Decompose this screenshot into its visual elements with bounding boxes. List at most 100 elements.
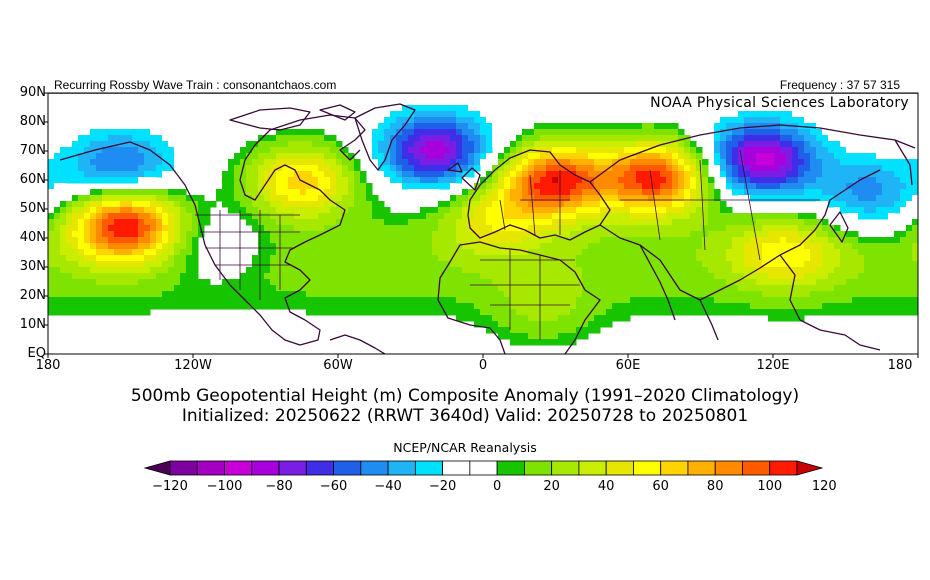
anomaly-cell [384,273,391,280]
anomaly-cell [648,171,655,178]
anomaly-cell [366,303,373,310]
anomaly-cell [516,231,523,238]
anomaly-cell [90,303,97,310]
anomaly-cell [576,255,583,262]
anomaly-cell [432,219,439,226]
anomaly-cell [312,141,319,148]
anomaly-cell [660,135,667,142]
anomaly-cell [192,207,199,214]
anomaly-cell [702,159,709,166]
anomaly-cell [342,237,349,244]
anomaly-cell [486,273,493,280]
anomaly-cell [552,261,559,268]
anomaly-cell [786,315,793,322]
anomaly-cell [54,279,61,286]
anomaly-cell [876,309,883,316]
anomaly-cell [66,285,73,292]
anomaly-cell [54,267,61,274]
anomaly-cell [486,111,493,118]
anomaly-cell [786,141,793,148]
anomaly-cell [594,279,601,286]
anomaly-cell [720,207,727,214]
anomaly-cell [876,291,883,298]
anomaly-cell [462,267,469,274]
anomaly-cell [756,303,763,310]
anomaly-cell [414,153,421,160]
anomaly-cell [864,207,871,214]
anomaly-cell [528,315,535,322]
anomaly-cell [840,243,847,250]
anomaly-cell [876,183,883,190]
anomaly-cell [630,225,637,232]
colorbar-box [742,460,771,476]
anomaly-cell [534,255,541,262]
anomaly-cell [588,243,595,250]
anomaly-cell [126,225,133,232]
anomaly-cell [228,297,235,304]
anomaly-cell [606,297,613,304]
anomaly-cell [366,201,373,208]
anomaly-cell [480,147,487,154]
anomaly-cell [534,141,541,148]
anomaly-cell [558,237,565,244]
anomaly-cell [894,249,901,256]
anomaly-cell [534,291,541,298]
anomaly-cell [588,195,595,202]
anomaly-cell [750,171,757,178]
anomaly-cell [876,255,883,262]
anomaly-cell [342,225,349,232]
anomaly-cell [84,303,91,310]
anomaly-cell [462,255,469,262]
anomaly-cell [324,207,331,214]
anomaly-cell [732,255,739,262]
anomaly-cell [132,213,139,220]
anomaly-cell [852,285,859,292]
anomaly-cell [798,135,805,142]
anomaly-cell [642,207,649,214]
anomaly-cell [258,273,265,280]
anomaly-cell [486,183,493,190]
anomaly-cell [828,237,835,244]
anomaly-cell [408,243,415,250]
anomaly-cell [846,297,853,304]
anomaly-cell [786,171,793,178]
anomaly-cell [534,333,541,340]
anomaly-cell [564,255,571,262]
anomaly-cell [714,207,721,214]
anomaly-cell [402,105,409,112]
anomaly-cell [306,261,313,268]
anomaly-cell [120,147,127,154]
anomaly-cell [396,219,403,226]
anomaly-cell [558,303,565,310]
anomaly-cell [348,249,355,256]
anomaly-cell [726,255,733,262]
anomaly-cell [606,141,613,148]
anomaly-cell [636,267,643,274]
anomaly-cell [714,231,721,238]
anomaly-cell [54,249,61,256]
anomaly-cell [672,309,679,316]
anomaly-cell [522,183,529,190]
anomaly-cell [504,213,511,220]
anomaly-cell [180,225,187,232]
anomaly-cell [570,231,577,238]
anomaly-cell [300,135,307,142]
anomaly-cell [282,153,289,160]
anomaly-cell [90,201,97,208]
anomaly-cell [102,153,109,160]
anomaly-cell [534,237,541,244]
anomaly-cell [816,201,823,208]
anomaly-cell [840,231,847,238]
anomaly-cell [708,213,715,220]
anomaly-cell [750,225,757,232]
anomaly-cell [900,303,907,310]
anomaly-cell [750,117,757,124]
anomaly-cell [72,129,79,136]
anomaly-cell [90,279,97,286]
anomaly-cell [312,177,319,184]
anomaly-cell [810,231,817,238]
anomaly-cell [672,213,679,220]
anomaly-cell [138,207,145,214]
anomaly-cell [168,213,175,220]
anomaly-cell [318,177,325,184]
